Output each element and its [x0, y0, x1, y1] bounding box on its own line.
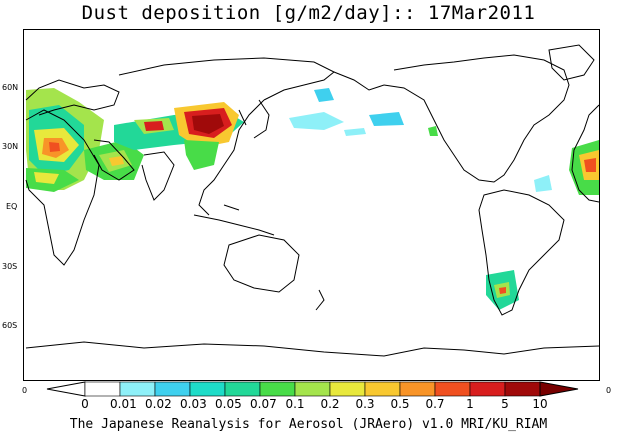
- footer-credit: The Japanese Reanalysis for Aerosol (JRA…: [69, 417, 548, 432]
- colorbar-tick-label: 0.02: [145, 397, 172, 411]
- colorbar-tick-label: 0.2: [320, 397, 340, 411]
- colorbar-tick-label: 1: [466, 397, 474, 411]
- coast-china: [198, 99, 265, 216]
- colorbar-cell: [154, 381, 191, 397]
- colorbar-cell: [259, 381, 296, 397]
- colorbar-tick-label: 0.3: [355, 397, 375, 411]
- coast-antarctica: [25, 341, 599, 357]
- map-panel: [23, 29, 600, 381]
- colorbar-cell: [504, 381, 541, 397]
- colorbar-cell: [189, 381, 226, 397]
- dust-pacific-2: [314, 88, 334, 102]
- corner-label-left: 0: [22, 386, 28, 395]
- dust-taklimakan-core: [144, 121, 164, 131]
- world-map: [25, 44, 599, 357]
- dust-gobi-core: [192, 114, 224, 134]
- dust-caribbean: [534, 175, 552, 192]
- colorbar-arrow-low: [46, 381, 86, 397]
- dust-patagonia-hot: [499, 287, 506, 294]
- dust-field: [26, 88, 599, 310]
- colorbar-tick-label: 0: [81, 397, 89, 411]
- dust-sahel-yellow: [34, 172, 59, 184]
- dust-wafrica-right-hot: [584, 158, 596, 172]
- colorbar-tick-label: 0.07: [250, 397, 277, 411]
- colorbar-cell: [399, 381, 436, 397]
- dust-atlantic-n: [428, 126, 438, 136]
- coast-korea-japan: [238, 99, 270, 139]
- lat-label-eq: EQ: [6, 202, 18, 211]
- coast-australia: [223, 234, 300, 293]
- colorbar-cell: [119, 381, 156, 397]
- lat-label-30s: 30S: [2, 262, 18, 271]
- coast-siberia: [118, 57, 335, 101]
- colorbar-tick-label: 10: [532, 397, 548, 411]
- colorbar: [46, 381, 579, 397]
- coast-greenland: [548, 44, 595, 81]
- colorbar-cell: [329, 381, 366, 397]
- coast-south-america: [478, 189, 565, 316]
- colorbar-arrow-high: [539, 381, 579, 397]
- dust-africa-red: [49, 142, 60, 152]
- dust-pacific-3: [369, 112, 404, 126]
- colorbar-tick-label: 0.1: [285, 397, 305, 411]
- colorbar-tick-label: 0.03: [180, 397, 207, 411]
- colorbar-cell: [84, 381, 121, 397]
- coast-alaska: [333, 71, 385, 91]
- corner-label-right: 0: [606, 386, 612, 395]
- coast-africa: [25, 109, 100, 266]
- coast-arabia: [93, 139, 135, 181]
- dust-pacific-1: [289, 112, 344, 130]
- colorbar-cell: [224, 381, 261, 397]
- coast-nz: [315, 289, 325, 311]
- colorbar-tick-label: 0.01: [110, 397, 137, 411]
- lat-label-60s: 60S: [2, 321, 18, 330]
- lat-label-60n: 60N: [2, 83, 19, 92]
- colorbar-cell: [469, 381, 506, 397]
- map-title: Dust deposition [g/m2/day]:: 17Mar2011: [81, 2, 536, 24]
- colorbar-tick-label: 5: [501, 397, 509, 411]
- colorbar-tick-label: 0.05: [215, 397, 242, 411]
- colorbar-tick-label: 0.5: [390, 397, 410, 411]
- coast-north-america: [383, 54, 570, 183]
- coast-wafrica-right: [571, 104, 599, 203]
- lat-label-30n: 30N: [2, 142, 19, 151]
- colorbar-cells: [46, 381, 579, 397]
- dust-china-south: [184, 140, 219, 170]
- colorbar-cell: [434, 381, 471, 397]
- colorbar-cell: [294, 381, 331, 397]
- coast-india: [141, 151, 175, 201]
- colorbar-tick-label: 0.7: [425, 397, 445, 411]
- coastlines: [25, 44, 599, 357]
- colorbar-cell: [364, 381, 401, 397]
- dust-arabia-hot: [109, 156, 124, 166]
- dust-pacific-4: [344, 128, 366, 136]
- coast-indonesia: [193, 204, 275, 236]
- coast-europe: [25, 79, 120, 116]
